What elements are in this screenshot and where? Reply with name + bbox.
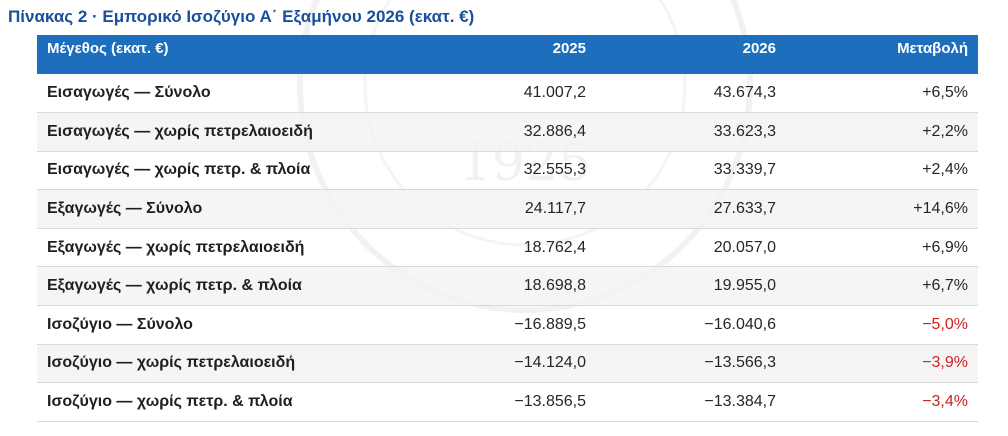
value-2025: −14.124,0 bbox=[372, 344, 596, 384]
value-change: +6,7% bbox=[786, 266, 978, 307]
table-row: Εισαγωγές — χωρίς πετρελαιοειδή 32.886,4… bbox=[37, 112, 978, 152]
table-row: Ισοζύγιο — χωρίς πετρ. & πλοία −13.856,5… bbox=[37, 382, 978, 422]
value-2026: 19.955,0 bbox=[596, 266, 786, 307]
value-change: +2,4% bbox=[786, 151, 978, 191]
value-change: +6,5% bbox=[786, 74, 978, 114]
table-row: Εξαγωγές — χωρίς πετρ. & πλοία 18.698,8 … bbox=[37, 266, 978, 307]
table-row: Εξαγωγές — Σύνολο 24.117,7 27.633,7 +14,… bbox=[37, 189, 978, 229]
table-header-row: Μέγεθος (εκατ. €) 2025 2026 Μεταβολή bbox=[37, 35, 978, 74]
value-change: −3,4% bbox=[786, 382, 978, 422]
value-2025: −16.889,5 bbox=[372, 305, 596, 345]
table-row: Ισοζύγιο — χωρίς πετρελαιοειδή −14.124,0… bbox=[37, 344, 978, 384]
value-change: +2,2% bbox=[786, 112, 978, 152]
value-2025: 32.555,3 bbox=[372, 151, 596, 191]
value-2026: −13.384,7 bbox=[596, 382, 786, 422]
row-label: Εισαγωγές — χωρίς πετρελαιοειδή bbox=[37, 112, 372, 152]
value-2025: 41.007,2 bbox=[372, 74, 596, 114]
value-2026: 43.674,3 bbox=[596, 74, 786, 114]
header-change: Μεταβολή bbox=[897, 40, 968, 57]
value-2025: −13.856,5 bbox=[372, 382, 596, 422]
value-2026: 33.623,3 bbox=[596, 112, 786, 152]
value-change: −3,9% bbox=[786, 344, 978, 384]
value-2026: −13.566,3 bbox=[596, 344, 786, 384]
trade-balance-table: Μέγεθος (εκατ. €) 2025 2026 Μεταβολή Εισ… bbox=[37, 35, 978, 422]
table-row: Εξαγωγές — χωρίς πετρελαιοειδή 18.762,4 … bbox=[37, 228, 978, 268]
row-label: Ισοζύγιο — Σύνολο bbox=[37, 305, 372, 345]
header-2025: 2025 bbox=[552, 40, 586, 57]
row-label: Εξαγωγές — χωρίς πετρελαιοειδή bbox=[37, 228, 372, 268]
row-label: Εισαγωγές — χωρίς πετρ. & πλοία bbox=[37, 151, 372, 191]
value-2025: 18.762,4 bbox=[372, 228, 596, 268]
table-caption: Πίνακας 2 · Εμπορικό Ισοζύγιο Α΄ Εξαμήνο… bbox=[8, 7, 475, 26]
value-2025: 18.698,8 bbox=[372, 266, 596, 307]
value-change: −5,0% bbox=[786, 305, 978, 345]
value-change: +6,9% bbox=[786, 228, 978, 268]
row-label: Εξαγωγές — Σύνολο bbox=[37, 189, 372, 229]
value-2026: 20.057,0 bbox=[596, 228, 786, 268]
row-label: Εισαγωγές — Σύνολο bbox=[37, 74, 372, 114]
row-label: Ισοζύγιο — χωρίς πετρελαιοειδή bbox=[37, 344, 372, 384]
header-2026: 2026 bbox=[742, 40, 776, 57]
value-2026: 33.339,7 bbox=[596, 151, 786, 191]
table-row: Ισοζύγιο — Σύνολο −16.889,5 −16.040,6 −5… bbox=[37, 305, 978, 345]
table-row: Εισαγωγές — Σύνολο 41.007,2 43.674,3 +6,… bbox=[37, 74, 978, 114]
row-label: Εξαγωγές — χωρίς πετρ. & πλοία bbox=[37, 266, 372, 307]
table-row: Εισαγωγές — χωρίς πετρ. & πλοία 32.555,3… bbox=[37, 151, 978, 191]
value-2026: 27.633,7 bbox=[596, 189, 786, 229]
value-change: +14,6% bbox=[786, 189, 978, 229]
value-2026: −16.040,6 bbox=[596, 305, 786, 345]
row-label: Ισοζύγιο — χωρίς πετρ. & πλοία bbox=[37, 382, 372, 422]
value-2025: 32.886,4 bbox=[372, 112, 596, 152]
value-2025: 24.117,7 bbox=[372, 189, 596, 229]
header-measure: Μέγεθος (εκατ. €) bbox=[47, 40, 169, 57]
